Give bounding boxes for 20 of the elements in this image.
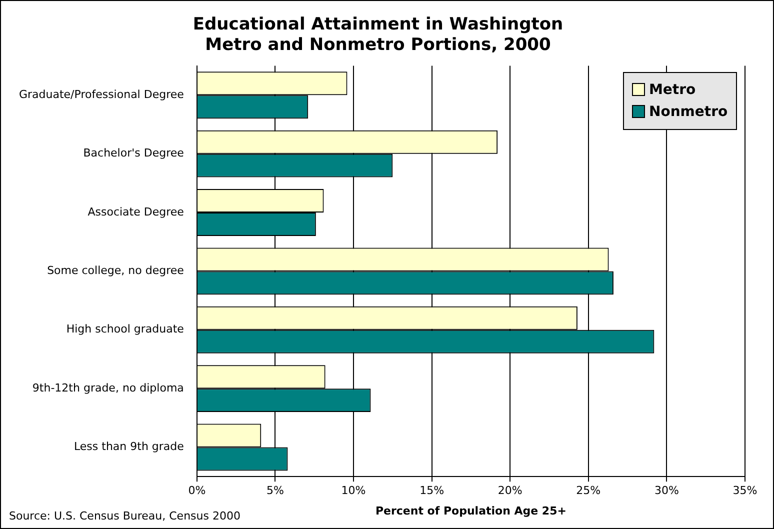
x-tick-label: 30% bbox=[654, 484, 679, 498]
x-tick-label: 20% bbox=[498, 484, 522, 498]
x-tick-label: 25% bbox=[576, 484, 601, 498]
y-tick-label: Less than 9th grade bbox=[74, 440, 184, 454]
x-tick-label: 10% bbox=[341, 484, 366, 498]
x-tick-label: 15% bbox=[420, 484, 444, 498]
source-note: Source: U.S. Census Bureau, Census 2000 bbox=[9, 509, 240, 522]
y-tick-label: High school graduate bbox=[66, 322, 184, 336]
legend-label: Metro bbox=[649, 80, 696, 100]
y-tick-label: Bachelor's Degree bbox=[83, 146, 184, 160]
x-tick-label: 5% bbox=[266, 484, 284, 498]
y-tick-label: Some college, no degree bbox=[47, 264, 184, 278]
y-tick-label: 9th-12th grade, no diploma bbox=[32, 381, 184, 394]
x-tick-label: 0% bbox=[188, 484, 206, 498]
y-tick-label: Graduate/Professional Degree bbox=[18, 88, 184, 101]
y-tick-label: Associate Degree bbox=[88, 205, 184, 218]
x-tick-label: 35% bbox=[732, 484, 758, 498]
chart-title: Educational Attainment in Washington Metro and Nonmetro Portions, 2000 bbox=[192, 14, 564, 56]
legend-label: Nonmetro bbox=[649, 102, 728, 122]
x-axis-title: Percent of Population Age 25+ bbox=[375, 504, 566, 518]
